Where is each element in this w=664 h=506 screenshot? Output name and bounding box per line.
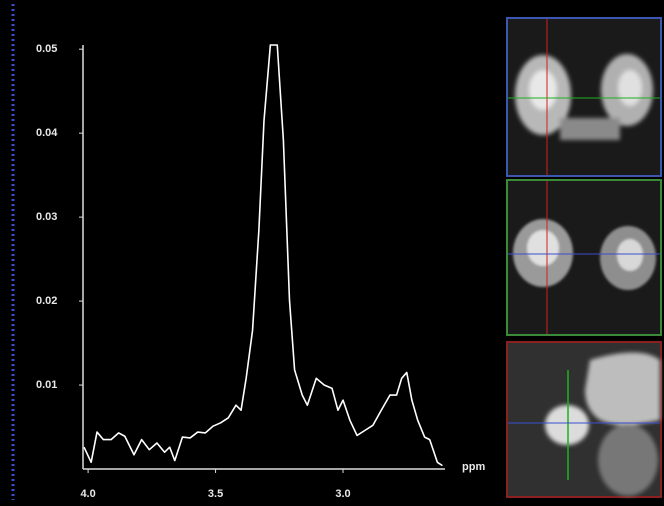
- y-tick-label: 0.01: [36, 379, 57, 391]
- mri-axial: [507, 18, 661, 176]
- mri-sagittal: [507, 342, 661, 497]
- y-tick-label: 0.03: [36, 211, 57, 223]
- x-tick-label: 3.5: [208, 488, 223, 500]
- y-tick-label: 0.04: [36, 127, 58, 139]
- mri-coronal: [507, 180, 661, 335]
- y-tick-label: 0.05: [36, 43, 57, 55]
- x-tick-label: 3.0: [335, 488, 350, 500]
- x-tick-label: 4.0: [80, 488, 95, 500]
- screen: ppm 0.01 0.02 0.03 0.04 0.05 4.0 3.5 3.0: [0, 0, 664, 506]
- y-tick-label: 0.02: [36, 295, 57, 307]
- page: {"chart_data": {"type": "line", "x_label…: [0, 0, 664, 506]
- x-axis-label: ppm: [462, 461, 485, 473]
